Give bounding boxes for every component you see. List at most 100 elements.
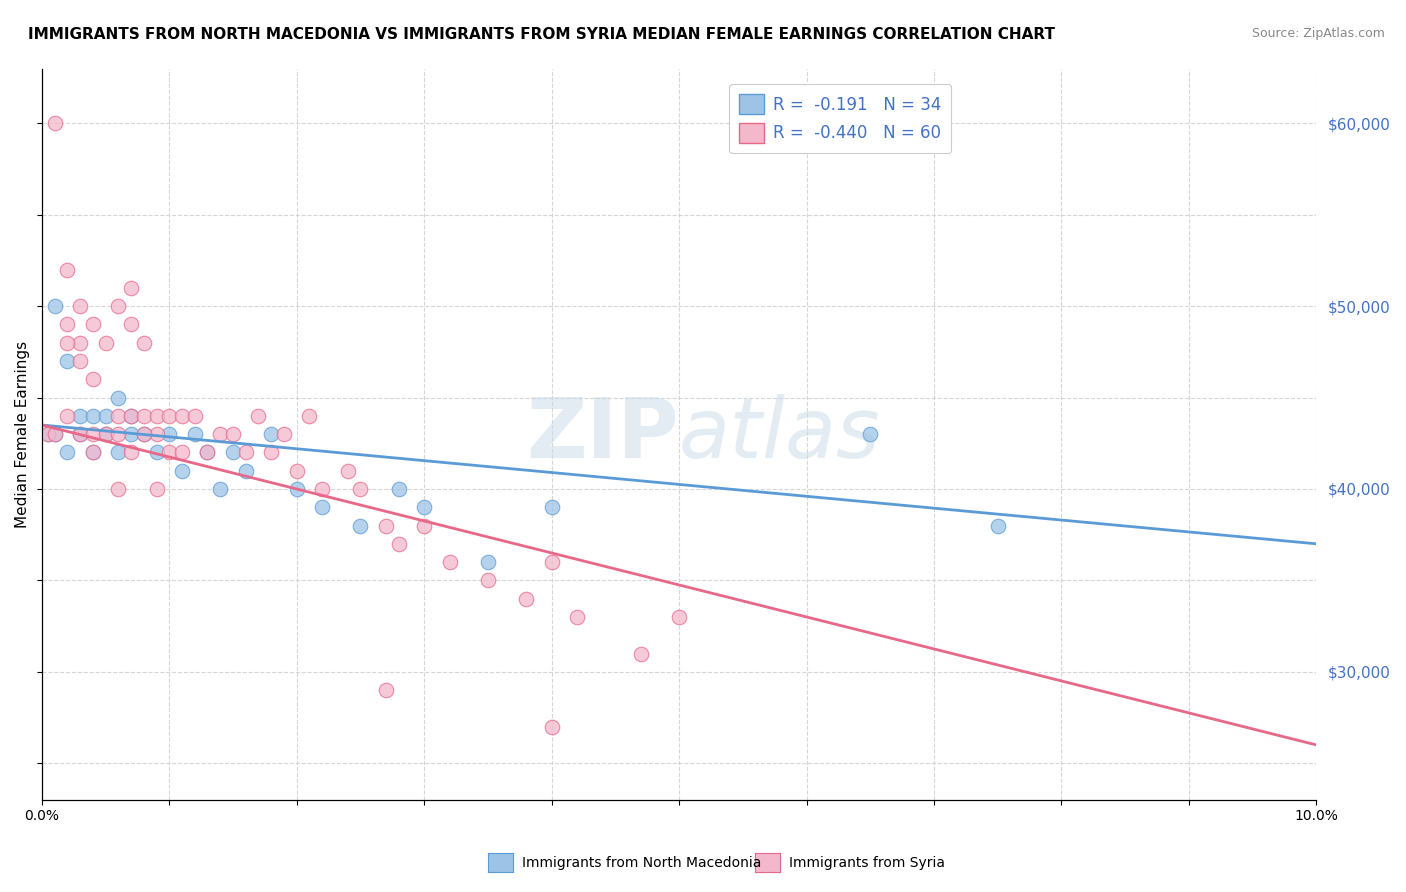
- Point: [413, 518, 436, 533]
- Point: [349, 518, 371, 533]
- Point: [56, 445, 79, 459]
- Point: [120, 409, 142, 423]
- Point: [184, 409, 207, 423]
- Point: [120, 445, 142, 459]
- Point: [94, 427, 117, 442]
- Point: [222, 427, 245, 442]
- Point: [374, 518, 396, 533]
- Point: [132, 427, 155, 442]
- Point: [439, 555, 461, 569]
- Point: [44, 299, 66, 313]
- Point: [132, 335, 155, 350]
- Legend: R =  -0.191   N = 34, R =  -0.440   N = 60: R = -0.191 N = 34, R = -0.440 N = 60: [730, 84, 950, 153]
- Point: [197, 445, 219, 459]
- Point: [222, 445, 245, 459]
- Point: [413, 500, 436, 515]
- Point: [170, 409, 193, 423]
- Point: [56, 354, 79, 368]
- Point: [69, 409, 91, 423]
- Point: [157, 409, 180, 423]
- Point: [82, 445, 104, 459]
- Point: [69, 427, 91, 442]
- Text: ZIP: ZIP: [527, 393, 679, 475]
- Point: [209, 427, 232, 442]
- Point: [247, 409, 270, 423]
- Point: [145, 409, 167, 423]
- Point: [349, 482, 371, 496]
- Point: [145, 482, 167, 496]
- Point: [388, 482, 411, 496]
- Point: [285, 464, 308, 478]
- Point: [145, 445, 167, 459]
- Point: [56, 262, 79, 277]
- Point: [120, 318, 142, 332]
- Point: [540, 500, 562, 515]
- Text: Immigrants from North Macedonia: Immigrants from North Macedonia: [522, 855, 761, 870]
- Point: [82, 409, 104, 423]
- Point: [69, 299, 91, 313]
- Point: [82, 427, 104, 442]
- Point: [987, 518, 1010, 533]
- Point: [170, 464, 193, 478]
- Point: [374, 683, 396, 698]
- Point: [37, 427, 59, 442]
- Point: [630, 647, 652, 661]
- Text: IMMIGRANTS FROM NORTH MACEDONIA VS IMMIGRANTS FROM SYRIA MEDIAN FEMALE EARNINGS : IMMIGRANTS FROM NORTH MACEDONIA VS IMMIG…: [28, 27, 1054, 42]
- Point: [260, 427, 283, 442]
- Point: [94, 409, 117, 423]
- Point: [197, 445, 219, 459]
- Point: [37, 427, 59, 442]
- Point: [120, 281, 142, 295]
- Point: [859, 427, 882, 442]
- Point: [477, 555, 499, 569]
- Y-axis label: Median Female Earnings: Median Female Earnings: [15, 341, 30, 528]
- Point: [69, 335, 91, 350]
- Point: [145, 427, 167, 442]
- Text: Immigrants from Syria: Immigrants from Syria: [789, 855, 945, 870]
- Point: [157, 445, 180, 459]
- Point: [235, 445, 257, 459]
- Point: [477, 574, 499, 588]
- Point: [107, 482, 129, 496]
- Point: [311, 482, 333, 496]
- Point: [540, 720, 562, 734]
- Point: [56, 318, 79, 332]
- Point: [668, 610, 690, 624]
- Point: [107, 391, 129, 405]
- Point: [56, 335, 79, 350]
- Point: [515, 591, 537, 606]
- Point: [107, 299, 129, 313]
- Point: [311, 500, 333, 515]
- Point: [298, 409, 321, 423]
- Point: [44, 427, 66, 442]
- Point: [132, 427, 155, 442]
- Point: [94, 335, 117, 350]
- Point: [120, 409, 142, 423]
- Text: atlas: atlas: [679, 393, 880, 475]
- Point: [132, 409, 155, 423]
- Point: [565, 610, 588, 624]
- Point: [69, 354, 91, 368]
- Point: [336, 464, 359, 478]
- Point: [94, 427, 117, 442]
- Point: [540, 555, 562, 569]
- Point: [56, 409, 79, 423]
- Point: [82, 372, 104, 386]
- Point: [107, 409, 129, 423]
- Point: [107, 445, 129, 459]
- Text: Source: ZipAtlas.com: Source: ZipAtlas.com: [1251, 27, 1385, 40]
- Point: [82, 318, 104, 332]
- Point: [120, 427, 142, 442]
- Point: [184, 427, 207, 442]
- Point: [209, 482, 232, 496]
- Point: [44, 116, 66, 130]
- Point: [285, 482, 308, 496]
- Point: [82, 445, 104, 459]
- Point: [44, 427, 66, 442]
- Point: [170, 445, 193, 459]
- Point: [260, 445, 283, 459]
- Point: [273, 427, 295, 442]
- Point: [235, 464, 257, 478]
- Point: [107, 427, 129, 442]
- Point: [69, 427, 91, 442]
